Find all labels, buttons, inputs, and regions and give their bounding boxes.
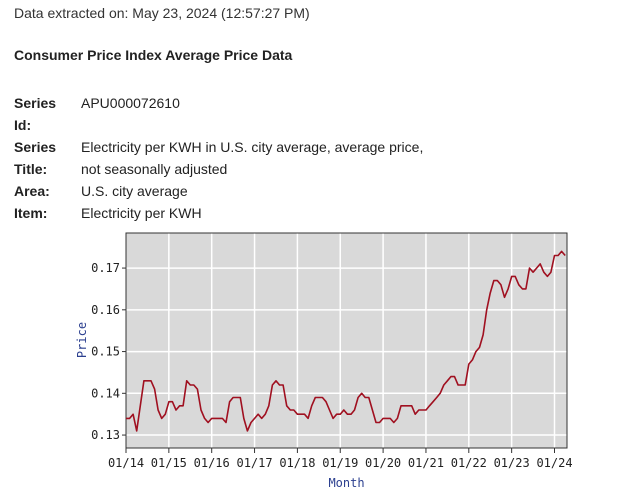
meta-row-series-title: Series Title: Electricity per KWH in U.S.… [14,136,423,180]
y-tick-label: 0.17 [91,261,120,275]
x-tick-label: 01/15 [151,456,187,470]
meta-key: Series Id: [14,92,81,136]
x-tick-label: 01/14 [108,456,144,470]
x-tick-label: 01/20 [365,456,401,470]
meta-key-line: Series [14,139,57,155]
y-tick-label: 0.15 [91,345,120,359]
meta-value: Electricity per KWH [81,205,202,221]
x-tick-label: 01/21 [408,456,444,470]
meta-value-line: Electricity per KWH in U.S. city average… [81,139,424,155]
plot-border [125,232,568,449]
x-axis-label: Month [328,476,364,490]
x-tick-label: 01/22 [451,456,487,470]
meta-row-area: Area: U.S. city average [14,180,423,202]
meta-key-line: Id: [14,117,32,133]
meta-key: Series Title: [14,136,81,180]
x-tick-label: 01/17 [236,456,272,470]
series-line [126,250,566,432]
meta-row-item: Item: Electricity per KWH [14,202,423,224]
x-tick-label: 01/24 [536,456,572,470]
y-axis-label: Price [75,322,89,358]
y-tick-label: 0.16 [91,303,120,317]
extraction-date: Data extracted on: May 23, 2024 (12:57:2… [14,5,310,21]
meta-value: U.S. city average [81,183,188,199]
meta-row-series-id: Series Id: APU000072610 [14,92,423,136]
meta-key-line: Title: [14,161,48,177]
page-title: Consumer Price Index Average Price Data [14,47,293,63]
x-tick-label: 01/19 [322,456,358,470]
meta-value-line: not seasonally adjusted [81,161,228,177]
meta-key-line: Series [14,95,57,111]
meta-value: Electricity per KWH in U.S. city average… [81,136,423,180]
meta-value: APU000072610 [81,95,180,111]
plot-area [126,233,567,448]
x-tick-label: 01/16 [194,456,230,470]
y-tick-label: 0.14 [91,386,120,400]
meta-key: Area: [14,183,50,199]
meta-key: Item: [14,205,48,221]
x-tick-label: 01/23 [494,456,530,470]
x-tick-label: 01/18 [279,456,315,470]
y-tick-label: 0.13 [91,428,120,442]
series-metadata: Series Id: APU000072610 Series Title: Elec… [14,92,423,224]
